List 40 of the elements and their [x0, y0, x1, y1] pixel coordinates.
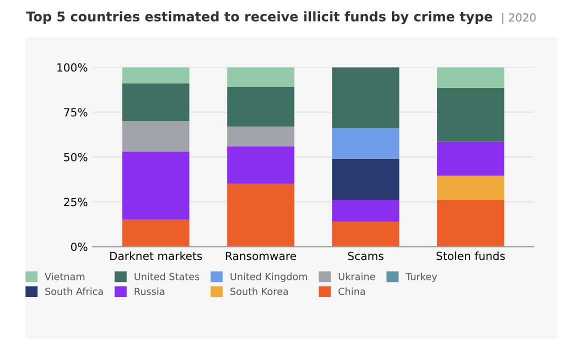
chart-subtitle: | 2020: [502, 13, 536, 24]
legend-label: South Korea: [230, 288, 288, 296]
bar: [122, 220, 190, 247]
bar: [332, 158, 400, 200]
bar: [122, 67, 190, 84]
bar: [437, 67, 504, 88]
bar: [332, 67, 400, 128]
legend-label: Vietnam: [44, 272, 84, 280]
bar: [227, 126, 294, 146]
chart-title: Top 5 countries estimated to receive illicit funds by crime type: [26, 11, 492, 24]
y-tick-label: 25%: [64, 198, 88, 206]
legend-label: China: [338, 288, 365, 296]
y-tick-label: 0%: [71, 242, 88, 252]
bar: [122, 152, 190, 220]
bar: [122, 121, 190, 152]
y-tick-label: 100%: [57, 63, 88, 72]
bar: [332, 222, 400, 247]
bar: [227, 87, 294, 126]
y-tick-label: 75%: [64, 108, 88, 117]
legend-label: Russia: [134, 288, 164, 296]
bar: [122, 83, 190, 122]
x-tick-label: Scams: [348, 252, 384, 260]
y-tick-label: 50%: [64, 152, 88, 162]
bar: [437, 88, 504, 142]
x-tick-label: Stolen funds: [436, 252, 505, 260]
x-tick-label: Darknet markets: [110, 252, 202, 260]
legend-label: Ukraine: [338, 272, 376, 280]
bar: [227, 146, 294, 184]
legend-label: United States: [134, 272, 200, 280]
legend-label: United Kingdom: [230, 272, 308, 282]
bar: [437, 200, 504, 247]
bar: [227, 67, 294, 88]
bar: [437, 142, 504, 176]
bar: [332, 128, 400, 159]
bar: [227, 184, 294, 247]
bar: [437, 176, 504, 200]
x-tick-label: Ransomware: [226, 252, 296, 260]
bar: [332, 200, 400, 222]
legend-label: South Africa: [45, 288, 103, 296]
legend-label: Turkey: [406, 272, 438, 282]
